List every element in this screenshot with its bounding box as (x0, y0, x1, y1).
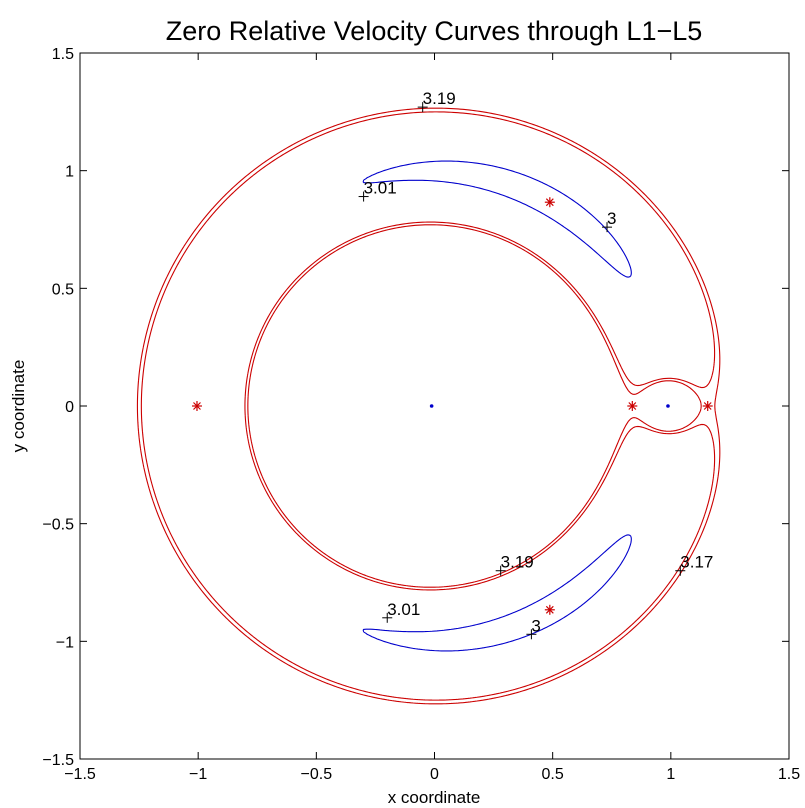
y-tick-label: 0.5 (52, 281, 74, 298)
x-tick-label: 0.5 (542, 766, 564, 783)
contour-label: 3.01 (382, 600, 420, 623)
lagrange-point-l5 (544, 604, 555, 615)
lagrange-point-l1 (627, 401, 638, 411)
x-tick-label: 1 (666, 766, 675, 783)
x-tick-label: 0 (430, 766, 439, 783)
contour-label: 3 (526, 616, 541, 640)
contour-label: 3.19 (495, 553, 534, 576)
contour-label-text: 3.17 (680, 553, 713, 572)
chart-title: Zero Relative Velocity Curves through L1… (166, 16, 703, 46)
contour-labels: 3.19 3.01 3 3.19 3.17 3.01 3 (358, 89, 713, 640)
contour-label-text: 3.19 (501, 553, 534, 572)
plot-frame (79, 52, 790, 760)
contour-label-text: 3.01 (387, 600, 420, 619)
x-tick-label: −1 (189, 766, 207, 783)
lagrange-point-l4 (544, 197, 555, 208)
contour-curves (136, 107, 721, 705)
contour-line-3.19 (136, 107, 721, 705)
contour-label-text: 3.19 (423, 89, 456, 108)
contour-line-3.01 (362, 160, 632, 652)
contour-line-3.17 (140, 111, 716, 701)
contour-label: 3.01 (358, 179, 397, 202)
contour-label-text: 3 (531, 616, 540, 635)
y-tick-label: −1.5 (42, 752, 74, 769)
x-tick-label: 1.5 (778, 766, 800, 783)
primary-mass-point (429, 404, 434, 408)
y-axis-label: y coordinate (9, 360, 28, 453)
contour-label: 3.17 (675, 553, 713, 576)
contour-label: 3 (602, 209, 616, 233)
y-tick-label: −1 (56, 634, 74, 651)
lagrange-point-l2 (702, 401, 713, 411)
contour-label: 3.19 (417, 89, 456, 113)
lagrange-point-l3 (191, 401, 202, 411)
contour-label-text: 3 (607, 209, 616, 228)
axis-ticks: −1.5 −1 −0.5 0 0.5 1 1.5 −1.5 −1 −0.5 0 0.5 1 1.5 (42, 46, 800, 783)
y-tick-label: 1.5 (52, 46, 74, 63)
x-axis-label: x coordinate (388, 788, 481, 807)
y-tick-label: −0.5 (42, 517, 74, 534)
y-tick-label: 0 (65, 399, 74, 416)
contour-label-text: 3.01 (364, 179, 397, 198)
x-tick-label: −1.5 (64, 766, 96, 783)
y-tick-label: 1 (65, 164, 74, 181)
secondary-mass-point (666, 404, 670, 408)
x-tick-label: −0.5 (301, 766, 333, 783)
point-markers (191, 197, 713, 615)
